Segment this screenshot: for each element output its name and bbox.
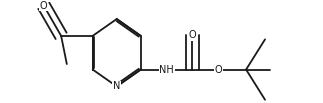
Text: N: N — [113, 81, 120, 91]
Text: NH: NH — [159, 65, 174, 75]
Text: O: O — [214, 65, 222, 75]
Text: O: O — [189, 30, 196, 40]
Text: O: O — [40, 1, 47, 11]
